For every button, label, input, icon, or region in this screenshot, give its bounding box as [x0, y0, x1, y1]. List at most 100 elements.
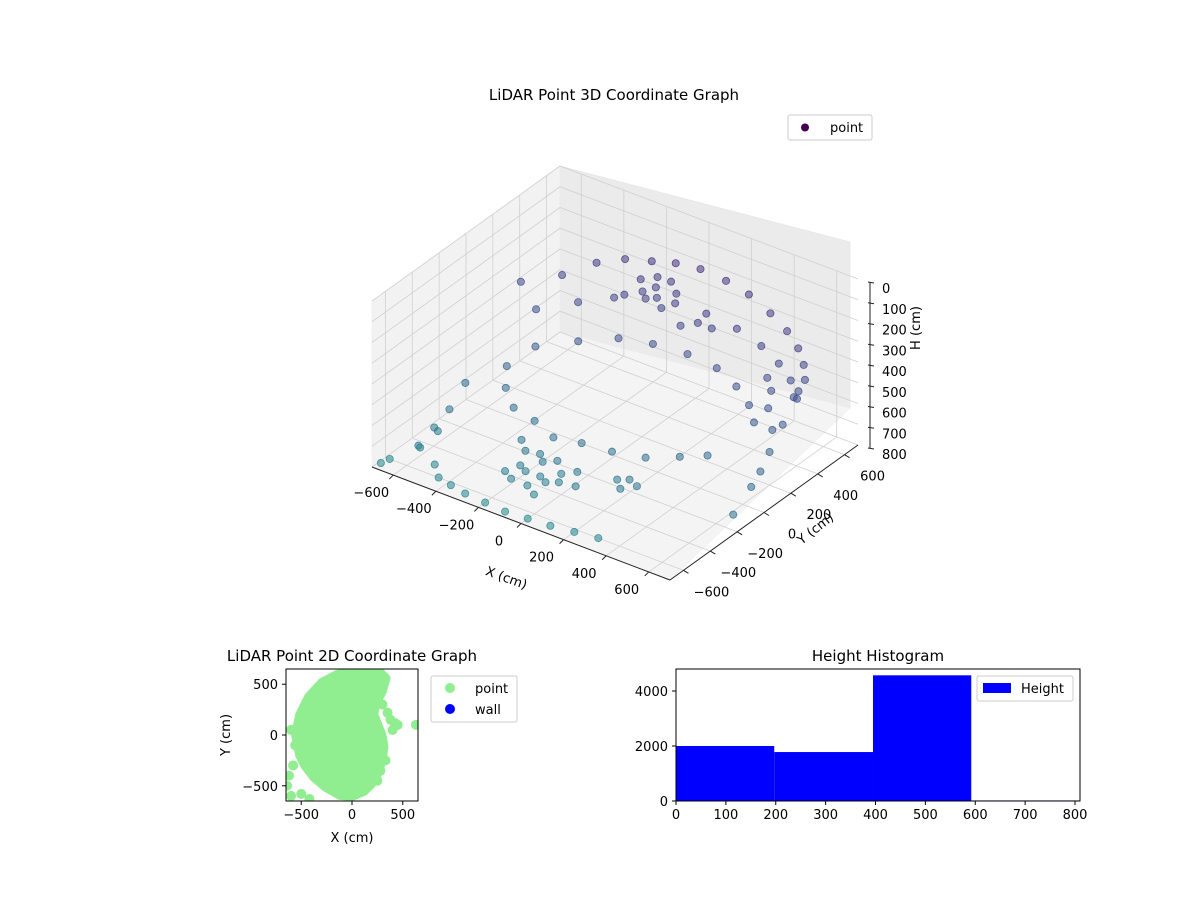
point-3d [592, 258, 601, 267]
point-3d [501, 507, 510, 516]
histogram-title: Height Histogram [812, 647, 944, 665]
grid-line [371, 227, 859, 364]
legend-3d-label-point: point [830, 121, 863, 136]
z-tick-3d [867, 281, 875, 284]
y-axis-label-2d: Y (cm) [219, 714, 234, 757]
histogram-legend-swatch [983, 683, 1011, 693]
z-tick-3d [867, 385, 875, 388]
point-3d [549, 433, 558, 442]
point-3d [632, 482, 641, 491]
point-3d [523, 481, 532, 490]
point-3d [707, 324, 716, 333]
histogram-ticks: 0 100 200 300 400 500 600 700 800 0 2000 4000 [635, 685, 1088, 823]
x-tick-label-3d: 600 [614, 583, 639, 598]
x-tick-label-3d: −600 [353, 486, 389, 501]
histogram-x-tick-label: 300 [813, 808, 838, 823]
histogram-legend-label: Height [1021, 682, 1064, 697]
point-2d [410, 719, 418, 730]
y-tick-3d [763, 512, 770, 516]
point-3d [652, 293, 661, 302]
grid-line [371, 248, 859, 385]
point-3d [517, 435, 526, 444]
point-3d [574, 298, 583, 307]
point-3d [553, 456, 562, 465]
point-3d [783, 327, 792, 336]
y-tick-label-3d: −200 [747, 547, 783, 562]
z-tick-label-3d: 700 [882, 427, 907, 442]
legend-2d-marker-wall [445, 704, 455, 714]
x-tick-3d [474, 507, 479, 512]
z-axis-label-3d: H (cm) [909, 306, 924, 350]
point-3d [641, 453, 650, 462]
y-tick-label-3d: −400 [720, 566, 756, 581]
y-tick-label-3d: 200 [806, 508, 831, 523]
point-2d [372, 775, 383, 786]
histogram-legend-box [976, 675, 1074, 702]
point-3d [501, 467, 510, 476]
point-3d [763, 373, 772, 382]
point-2d [286, 724, 297, 735]
x-tick-label-2d: 500 [390, 808, 415, 823]
z-tick-label-3d: 800 [882, 448, 907, 463]
point-2d [286, 790, 297, 801]
y-tick-label-3d: 600 [860, 470, 885, 485]
point-3d [446, 481, 455, 490]
z-tick-3d [867, 323, 875, 325]
point-3d [594, 534, 603, 543]
point-3d [766, 309, 775, 318]
legend-3d-box [787, 114, 873, 141]
point-3d [461, 489, 470, 498]
legend-3d: point [787, 114, 873, 141]
point-3d [509, 403, 518, 412]
point-3d [636, 275, 645, 284]
histogram-frame [675, 668, 1081, 802]
ticks-2d: −500 −500 0 0 500 500 [242, 678, 415, 823]
x-tick-label-3d: 400 [572, 567, 597, 582]
point-2d [296, 788, 307, 799]
x-tick-3d [644, 571, 650, 577]
point-3d [621, 255, 630, 264]
x-tick-3d [601, 555, 607, 561]
point-3d [671, 299, 680, 308]
point-2d [387, 724, 398, 735]
point-3d [768, 425, 777, 434]
z-tick-label-3d: 600 [882, 407, 907, 422]
legend-2d-marker-point [445, 683, 455, 693]
point-3d [570, 527, 579, 536]
point-3d [794, 344, 803, 353]
point-3d [574, 337, 583, 346]
z-tick-label-3d: 200 [882, 324, 907, 339]
point-3d [799, 360, 808, 369]
point-3d [516, 277, 525, 286]
grid-line [371, 207, 859, 343]
x-tick-label-2d: −500 [283, 808, 319, 823]
grid-line [465, 399, 765, 513]
point-2d [286, 770, 295, 781]
point-3d [416, 443, 425, 452]
z-tick-label-3d: 400 [882, 365, 907, 380]
point-3d [757, 342, 766, 351]
x-tick-label-2d: 0 [348, 808, 356, 823]
point-3d [608, 447, 617, 456]
histogram-x-tick-label: 500 [913, 808, 938, 823]
point-3d [385, 454, 394, 463]
point-3d [651, 283, 660, 292]
grid-line [371, 331, 859, 468]
point-3d [532, 305, 541, 314]
y-tick-3d [736, 531, 743, 536]
histogram-x-tick-label: 100 [713, 808, 738, 823]
point-2d [375, 765, 386, 776]
point-3d [538, 457, 547, 466]
point-3d [616, 484, 625, 493]
grid-line [371, 310, 859, 447]
z-tick-3d [867, 406, 875, 408]
x-tick-label-3d: 200 [529, 551, 554, 566]
point-2d [382, 707, 393, 718]
histogram-y-tick-label: 2000 [635, 740, 668, 755]
z-tick-3d [867, 343, 875, 346]
point-3d [774, 359, 783, 368]
point-3d [745, 401, 754, 410]
histogram-x-tick-label: 700 [1013, 808, 1038, 823]
z-tick-label-3d: 500 [882, 386, 907, 401]
